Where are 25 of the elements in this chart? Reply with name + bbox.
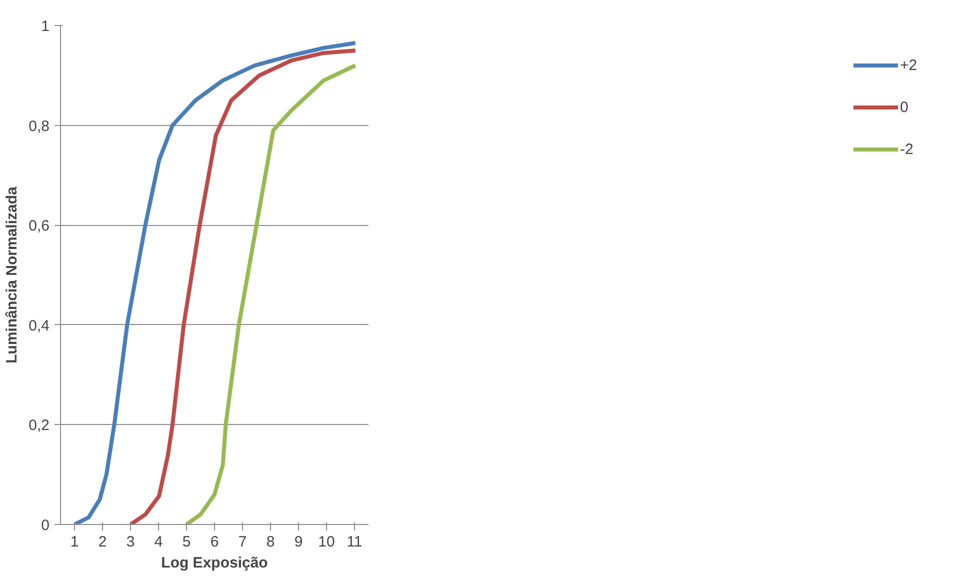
x-tick-label: 6 — [210, 534, 219, 550]
line-series — [72, 40, 358, 524]
x-axis-title: Log Exposição — [161, 554, 268, 572]
x-tick-label: 5 — [182, 534, 191, 550]
y-tick-label: 0,2 — [28, 417, 50, 434]
y-axis-title: Luminância Normalizada — [4, 186, 21, 364]
x-tick-label: 10 — [318, 534, 335, 550]
legend-label: +2 — [900, 56, 918, 74]
x-tick-label: 4 — [154, 534, 163, 550]
x-tick-label: 7 — [238, 534, 247, 550]
y-tick-label: 1 — [41, 18, 50, 35]
y-tick-label: 0,6 — [28, 218, 50, 235]
legend-label: 0 — [900, 98, 910, 116]
y-tick-label: 0,8 — [28, 118, 50, 135]
y-tick-label: 0,4 — [28, 317, 50, 334]
x-tick-label: 1 — [70, 534, 79, 550]
line-series — [128, 48, 358, 524]
y-tick-label: 0 — [41, 517, 50, 534]
x-tick-label: 2 — [98, 534, 107, 550]
legend-label: -2 — [900, 140, 914, 158]
x-tick-label: 11 — [346, 534, 362, 550]
x-tick-label: 8 — [266, 534, 275, 550]
line-series — [184, 63, 358, 524]
x-tick-label: 9 — [294, 534, 303, 550]
x-tick-label: 3 — [126, 534, 135, 550]
